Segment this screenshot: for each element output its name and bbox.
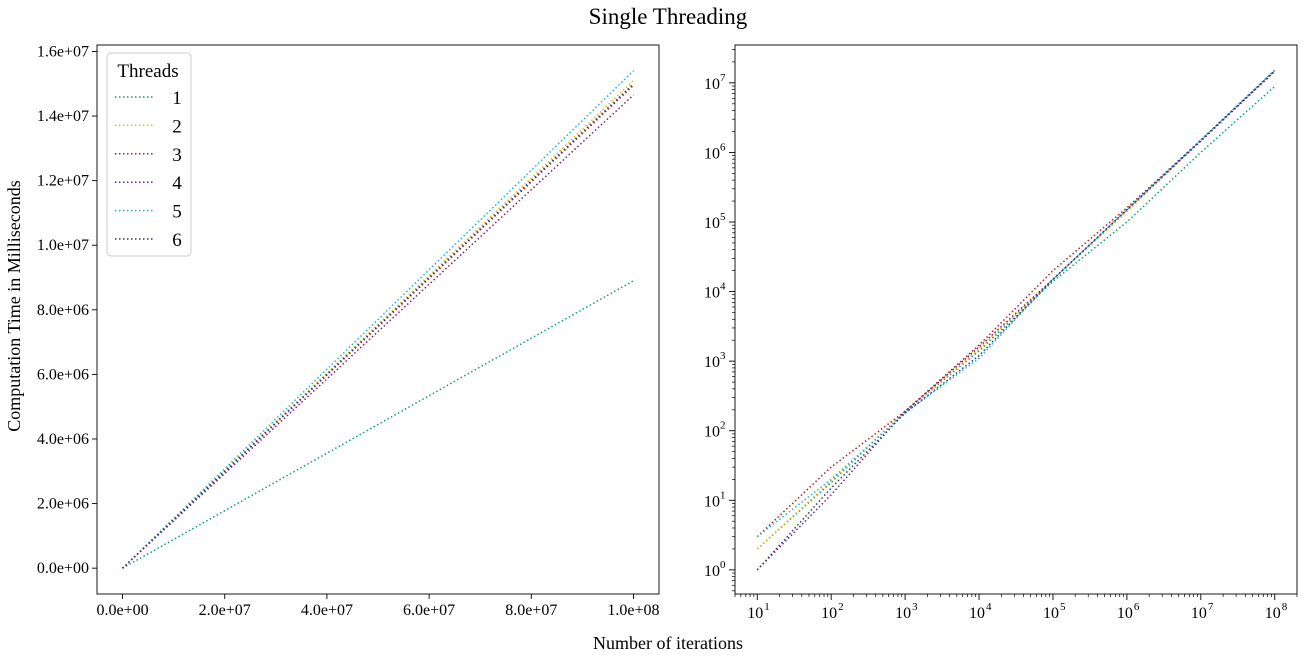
linear-y-tick-label: 2.0e+06 xyxy=(37,496,89,513)
linear-x-tick-label: 0.0e+00 xyxy=(96,602,148,619)
log-series-4 xyxy=(756,70,1276,571)
legend-label-3: 3 xyxy=(172,145,182,166)
log-y-tick-label: 10 xyxy=(704,493,720,510)
log-y-tick-label: 10 xyxy=(704,285,720,302)
log-x-tick-exponent: 4 xyxy=(986,601,992,613)
log-x-tick-label: 10 xyxy=(821,605,837,622)
y-axis-label: Computation Time in Milliseconds xyxy=(4,180,24,432)
log-x-tick-label: 10 xyxy=(1043,605,1059,622)
log-y-tick-label: 10 xyxy=(704,76,720,93)
log-x-tick-label: 10 xyxy=(1117,605,1133,622)
linear-series-4 xyxy=(122,94,634,569)
log-y-tick-label: 10 xyxy=(704,215,720,232)
legend-box xyxy=(106,52,192,257)
linear-x-tick-label: 4.0e+07 xyxy=(301,602,353,619)
linear-series-6 xyxy=(122,83,634,569)
legend-label-2: 2 xyxy=(172,116,182,137)
log-y-tick-exponent: 1 xyxy=(720,489,726,501)
linear-y-tick-label: 1.6e+07 xyxy=(37,43,89,60)
log-y-tick-label: 10 xyxy=(704,424,720,441)
linear-panel: 0.0e+00 2.0e+07 4.0e+07 6.0e+07 8.0e+07 1.0e+… xyxy=(37,43,660,619)
linear-x-tick-label: 2.0e+07 xyxy=(199,602,251,619)
log-x-tick-exponent: 8 xyxy=(1282,601,1288,613)
linear-y-tick-label: 6.0e+06 xyxy=(37,366,89,383)
linear-y-tick-label: 1.0e+07 xyxy=(37,237,89,254)
log-x-tick-exponent: 3 xyxy=(912,601,918,613)
log-y-tick-label: 10 xyxy=(704,563,720,580)
linear-y-tick-label: 0.0e+00 xyxy=(37,560,89,577)
log-x-tick-exponent: 1 xyxy=(764,601,770,613)
log-y-tick-exponent: 7 xyxy=(720,72,726,84)
x-axis-label: Number of iterations xyxy=(593,633,743,653)
legend-label-5: 5 xyxy=(172,202,182,223)
log-x-tick-label: 10 xyxy=(969,605,985,622)
log-y-tick-exponent: 4 xyxy=(720,281,726,293)
linear-y-tick-label: 1.4e+07 xyxy=(37,108,89,125)
legend: Threads 1 2 3 4 5 6 xyxy=(106,52,192,257)
linear-x-tick-label: 8.0e+07 xyxy=(505,602,557,619)
log-y-tick-exponent: 2 xyxy=(720,420,726,432)
log-y-tick-exponent: 0 xyxy=(720,559,726,571)
log-y-tick-exponent: 6 xyxy=(720,141,726,153)
log-x-tick-exponent: 2 xyxy=(838,601,844,613)
log-series-3 xyxy=(756,70,1276,538)
legend-label-1: 1 xyxy=(172,88,182,109)
linear-series-2 xyxy=(122,79,634,569)
log-y-tick-label: 10 xyxy=(704,145,720,162)
log-x-tick-exponent: 6 xyxy=(1134,601,1140,613)
figure-title: Single Threading xyxy=(589,4,748,29)
legend-title: Threads xyxy=(117,61,178,82)
log-series-2 xyxy=(756,69,1276,550)
legend-label-6: 6 xyxy=(172,230,182,251)
legend-label-4: 4 xyxy=(172,173,182,194)
log-x-tick-label: 10 xyxy=(747,605,763,622)
log-x-tick-label: 10 xyxy=(1191,605,1207,622)
log-series-1 xyxy=(756,85,1276,550)
log-y-tick-label: 10 xyxy=(704,354,720,371)
linear-y-tick-label: 1.2e+07 xyxy=(37,173,89,190)
log-plot-frame xyxy=(734,44,1298,595)
log-x-tick-label: 10 xyxy=(895,605,911,622)
linear-series-5 xyxy=(122,70,634,569)
linear-y-tick-label: 4.0e+06 xyxy=(37,431,89,448)
log-x-tick-label: 10 xyxy=(1265,605,1281,622)
log-x-tick-exponent: 7 xyxy=(1208,601,1214,613)
log-series-6 xyxy=(756,70,1276,571)
linear-series-1 xyxy=(122,280,634,569)
linear-y-tick-label: 8.0e+06 xyxy=(37,302,89,319)
log-x-tick-exponent: 5 xyxy=(1060,601,1066,613)
linear-x-tick-label: 1.0e+08 xyxy=(607,602,659,619)
linear-x-tick-label: 6.0e+07 xyxy=(403,602,455,619)
log-y-tick-exponent: 3 xyxy=(720,350,726,362)
log-y-tick-exponent: 5 xyxy=(720,211,726,223)
log-panel: 10 1 10 2 10 3 10 4 10 5 10 6 10 7 10 810 010 110 210 310 41… xyxy=(704,44,1298,622)
linear-plot-frame xyxy=(96,44,660,595)
log-series-5 xyxy=(756,69,1276,538)
